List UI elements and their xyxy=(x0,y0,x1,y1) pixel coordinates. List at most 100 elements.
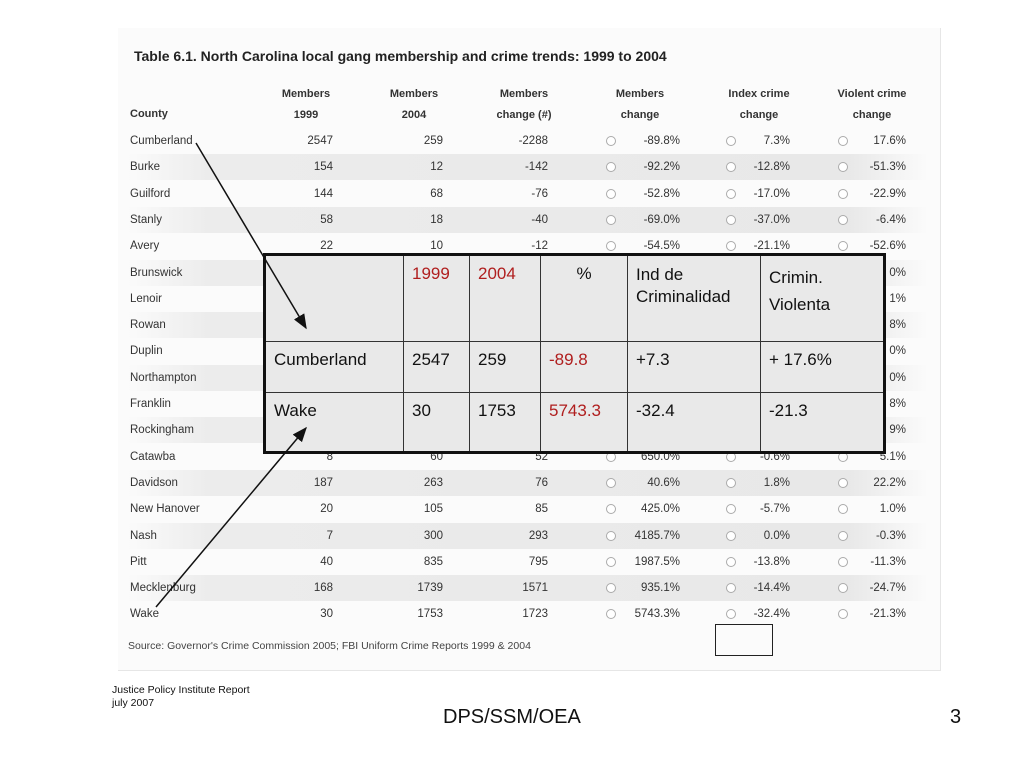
scan-cell-m04: 12 xyxy=(430,161,443,174)
scan-title: Table 6.1. North Carolina local gang mem… xyxy=(134,48,667,64)
scan-cell-pct: -89.8% xyxy=(643,135,680,147)
summary-table: 1999 2004 % Ind de Criminalidad Crimin. V… xyxy=(263,253,886,454)
scan-cell-idx: -32.4% xyxy=(753,608,790,621)
scan-cell-vio: 5.1% xyxy=(879,450,906,463)
scan-row: Cumberland 2547 259 -2288 -89.8% 7.3% 17.6% xyxy=(128,128,928,154)
scan-row: Davidson 187 263 76 40.6% 1.8% 22.2% xyxy=(128,469,928,496)
scan-cell-county: Northampton xyxy=(130,371,197,384)
summary-header-ind-criminalidad: Ind de Criminalidad xyxy=(627,254,761,342)
trend-circle-icon xyxy=(838,556,848,567)
scan-cell-chg: -12 xyxy=(531,240,548,253)
scan-cell-chg: -2288 xyxy=(518,135,548,147)
header-violent-crime-change: Violent crime change xyxy=(837,88,907,121)
scan-row: Pitt 40 835 795 1987.5% -13.8% -11.3% xyxy=(128,549,928,575)
scan-cell-m04: 18 xyxy=(430,213,443,226)
trend-circle-icon xyxy=(726,556,736,567)
trend-circle-icon xyxy=(726,188,736,199)
scan-cell-m04: 68 xyxy=(430,187,443,200)
summary-2004: 259 xyxy=(469,341,541,393)
arrow-cumberland xyxy=(195,142,307,330)
scan-cell-county: Guilford xyxy=(130,187,171,200)
scan-cell-county: Cumberland xyxy=(130,135,193,147)
scan-cell-idx: -37.0% xyxy=(753,213,790,226)
scan-cell-idx: -17.0% xyxy=(753,187,790,200)
scan-cell-chg: -76 xyxy=(531,187,548,200)
scan-cell-pct: 425.0% xyxy=(640,503,680,516)
scan-cell-m04: 259 xyxy=(423,135,443,147)
trend-circle-icon xyxy=(726,504,736,515)
trend-circle-icon xyxy=(838,241,848,252)
scan-row: Burke 154 12 -142 -92.2% -12.8% -51.3% xyxy=(128,154,928,181)
summary-crim: -21.3 xyxy=(760,392,885,453)
scan-cell-pct: -52.8% xyxy=(643,187,680,200)
scan-cell-county: Davidson xyxy=(130,476,178,489)
trend-circle-icon xyxy=(606,583,616,594)
scan-cell-county: Rowan xyxy=(130,319,166,332)
scan-cell-vio: -6.4% xyxy=(875,213,906,226)
trend-circle-icon xyxy=(726,609,736,620)
scan-cell-county: Franklin xyxy=(130,398,171,410)
header-index-crime-change: Index crime change xyxy=(728,88,790,121)
footer-credit: Justice Policy Institute Report july 200… xyxy=(112,684,250,709)
trend-circle-icon xyxy=(606,136,616,146)
trend-circle-icon xyxy=(606,477,616,488)
scan-cell-pct: 40.6% xyxy=(647,476,680,489)
summary-row-wake: Wake 30 1753 5743.3 -32.4 -21.3 xyxy=(264,392,885,453)
scan-cell-county: Brunswick xyxy=(130,266,183,279)
scan-cell-idx: -12.8% xyxy=(753,161,790,174)
scan-cell-m99: 187 xyxy=(313,476,333,489)
scan-cell-county: Avery xyxy=(130,240,160,253)
scan-cell-pct: 4185.7% xyxy=(634,529,680,542)
scan-row: Wake 30 1753 1723 5743.3% -32.4% -21.3% xyxy=(128,601,928,627)
scan-cell-vio: -0.3% xyxy=(875,529,906,542)
scan-cell-vio: 22.2% xyxy=(873,476,906,489)
scan-cell-vio: -52.6% xyxy=(869,240,906,253)
trend-circle-icon xyxy=(606,504,616,515)
scan-row: Guilford 144 68 -76 -52.8% -17.0% -22.9% xyxy=(128,181,928,207)
scan-cell-county: Pitt xyxy=(130,555,147,568)
scan-cell-vio: -22.9% xyxy=(869,187,906,200)
summary-county: Wake xyxy=(264,392,404,453)
scan-cell-pct: 1987.5% xyxy=(634,555,680,568)
header-members-2004: Members 2004 xyxy=(389,88,439,121)
trend-circle-icon xyxy=(838,530,848,541)
summary-2004: 1753 xyxy=(469,392,541,453)
summary-ind: -32.4 xyxy=(627,392,761,453)
scan-cell-county: Rockingham xyxy=(130,424,194,437)
scan-row: Avery 22 10 -12 -54.5% -21.1% -52.6% xyxy=(128,233,928,259)
scan-cell-vio: -21.3% xyxy=(869,608,906,621)
trend-circle-icon xyxy=(838,214,848,225)
scan-cell-m04: 10 xyxy=(430,240,443,253)
scan-cell-m04: 1753 xyxy=(417,608,443,621)
scan-cell-pct: -54.5% xyxy=(643,240,680,253)
scan-cell-chg: -142 xyxy=(524,161,548,174)
scan-cell-idx: -14.4% xyxy=(753,582,790,595)
scan-cell-vio: -11.3% xyxy=(870,555,906,568)
scan-cell-m99: 2547 xyxy=(307,135,333,147)
scan-cell-chg: 293 xyxy=(528,529,548,542)
trend-circle-icon xyxy=(838,477,848,488)
header-county: County xyxy=(130,108,168,120)
scan-row: Nash 7 300 293 4185.7% 0.0% -0.3% xyxy=(128,522,928,549)
header-members-change: Members change xyxy=(615,88,665,121)
header-members-1999: Members 1999 xyxy=(281,88,331,121)
trend-circle-icon xyxy=(606,556,616,567)
trend-circle-icon xyxy=(606,609,616,620)
arrow-wake xyxy=(155,426,307,608)
scan-cell-chg: 85 xyxy=(535,503,548,516)
scan-cell-county: Duplin xyxy=(130,345,163,358)
header-members-change-num: Members change (#) xyxy=(496,88,552,121)
scan-cell-idx: 1.8% xyxy=(763,476,790,489)
scan-cell-county: Stanly xyxy=(130,213,162,226)
scan-cell-pct: 935.1% xyxy=(640,582,680,595)
scan-cell-county: Catawba xyxy=(130,450,176,463)
trend-circle-icon xyxy=(726,477,736,488)
trend-circle-icon xyxy=(726,241,736,252)
scan-cell-m04: 300 xyxy=(423,529,443,542)
scan-row: New Hanover 20 105 85 425.0% -5.7% 1.0% xyxy=(128,496,928,522)
trend-circle-icon xyxy=(726,583,736,594)
trend-circle-icon xyxy=(838,162,848,173)
scan-cell-vio: 17.6% xyxy=(873,135,906,147)
scan-cell-county: Nash xyxy=(130,529,157,542)
